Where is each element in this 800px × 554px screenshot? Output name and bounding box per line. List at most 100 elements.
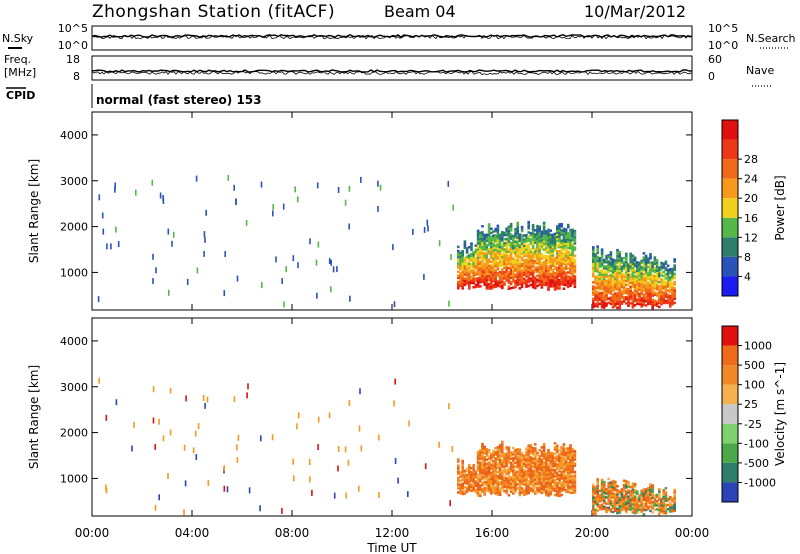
power-echo-cell: [631, 277, 635, 280]
power-echo-cell: [592, 248, 595, 251]
velocity-echo-cell: [496, 456, 500, 459]
power-echo-cell: [598, 288, 602, 291]
power-echo-cell: [627, 300, 630, 303]
velocity-echo-cell: [562, 478, 566, 481]
velocity-echo-cell: [514, 469, 517, 473]
power-colorbar-label: 4: [744, 270, 751, 283]
power-echo-cell: [622, 265, 626, 268]
velocity-echo-cell: [556, 455, 559, 458]
velocity-echo-cell: [571, 460, 574, 463]
power-scatter-echo: [235, 199, 237, 206]
velocity-echo-cell: [531, 465, 535, 469]
power-echo-cell: [553, 282, 557, 285]
power-echo-cell: [567, 246, 570, 249]
power-echo-cell: [647, 296, 650, 299]
power-echo-cell: [664, 277, 668, 280]
velocity-echo-cell: [485, 481, 489, 484]
power-echo-cell: [485, 237, 489, 241]
velocity-echo-cell: [545, 491, 548, 495]
power-echo-cell: [562, 283, 566, 286]
velocity-echo-cell: [607, 486, 610, 489]
power-echo-cell: [487, 274, 491, 278]
velocity-echo-cell: [534, 486, 537, 489]
power-echo-cell: [516, 265, 519, 268]
velocity-echo-cell: [609, 508, 613, 511]
power-echo-cell: [512, 257, 515, 260]
velocity-echo-cell: [461, 482, 464, 485]
velocity-echo-cell: [571, 477, 574, 480]
power-echo-cell: [474, 267, 478, 270]
velocity-echo-cell: [459, 487, 462, 491]
velocity-echo-cell: [507, 446, 511, 449]
power-echo-cell: [609, 277, 613, 281]
power-echo-cell: [531, 261, 535, 264]
velocity-echo-cell: [472, 472, 475, 475]
velocity-echo-cell: [481, 469, 484, 473]
power-echo-cell: [649, 283, 652, 287]
velocity-echo-cell: [472, 470, 475, 473]
velocity-echo-cell: [636, 502, 639, 506]
velocity-echo-cell: [644, 496, 648, 499]
velocity-echo-cell: [545, 452, 548, 455]
power-echo-cell: [560, 270, 563, 273]
power-echo-cell: [664, 274, 668, 278]
power-echo-cell: [594, 292, 597, 295]
velocity-echo-cell: [569, 462, 572, 466]
power-scatter-echo: [171, 240, 173, 247]
velocity-echo-cell: [490, 475, 493, 479]
velocity-echo-cell: [558, 478, 561, 481]
velocity-echo-cell: [512, 477, 515, 481]
power-echo-cell: [547, 255, 550, 258]
velocity-echo-cell: [487, 471, 491, 475]
velocity-echo-cell: [567, 453, 570, 456]
power-echo-cell: [620, 281, 624, 285]
velocity-echo-cell: [547, 459, 550, 462]
velocity-echo-cell: [485, 477, 489, 480]
power-echo-cell: [490, 264, 493, 268]
power-echo-cell: [509, 266, 513, 269]
velocity-echo-cell: [518, 479, 522, 482]
power-echo-cell: [479, 241, 482, 245]
power-echo-cell: [620, 290, 624, 293]
power-echo-cell: [523, 238, 526, 241]
power-echo-cell: [605, 294, 608, 297]
power-echo-cell: [503, 283, 506, 286]
velocity-echo-cell: [476, 481, 480, 485]
power-echo-cell: [498, 260, 502, 263]
velocity-echo-cell: [518, 489, 522, 493]
velocity-echo-cell: [476, 469, 480, 472]
velocity-echo-cell: [531, 463, 535, 466]
velocity-echo-cell: [476, 488, 480, 491]
power-echo-cell: [573, 258, 577, 262]
power-echo-cell: [518, 252, 522, 255]
power-echo-cell: [498, 241, 502, 245]
velocity-echo-cell: [556, 477, 559, 481]
power-echo-cell: [564, 273, 568, 276]
power-echo-cell: [547, 232, 550, 236]
power-echo-cell: [509, 253, 513, 257]
velocity-echo-cell: [596, 480, 599, 483]
velocity-echo-cell: [647, 495, 650, 498]
power-echo-cell: [496, 241, 500, 244]
velocity-echo-cell: [496, 454, 500, 457]
power-echo-cell: [598, 261, 602, 264]
velocity-echo-cell: [485, 489, 489, 492]
velocity-echo-cell: [616, 493, 619, 496]
power-echo-cell: [538, 233, 541, 237]
velocity-echo-cell: [527, 461, 530, 464]
power-echo-cell: [507, 229, 511, 233]
velocity-echo-cell: [571, 454, 574, 457]
power-scatter-echo: [106, 243, 108, 250]
power-echo-cell: [501, 286, 504, 290]
velocity-scatter-echo: [197, 423, 200, 430]
power-echo-cell: [534, 233, 537, 236]
velocity-echo-cell: [549, 490, 552, 494]
velocity-echo-cell: [545, 479, 548, 482]
velocity-echo-cell: [669, 497, 672, 501]
velocity-echo-cell: [461, 474, 464, 477]
power-echo-cell: [598, 298, 602, 301]
power-echo-cell: [611, 279, 615, 282]
velocity-echo-cell: [542, 471, 546, 475]
power-scatter-echo: [316, 182, 319, 189]
